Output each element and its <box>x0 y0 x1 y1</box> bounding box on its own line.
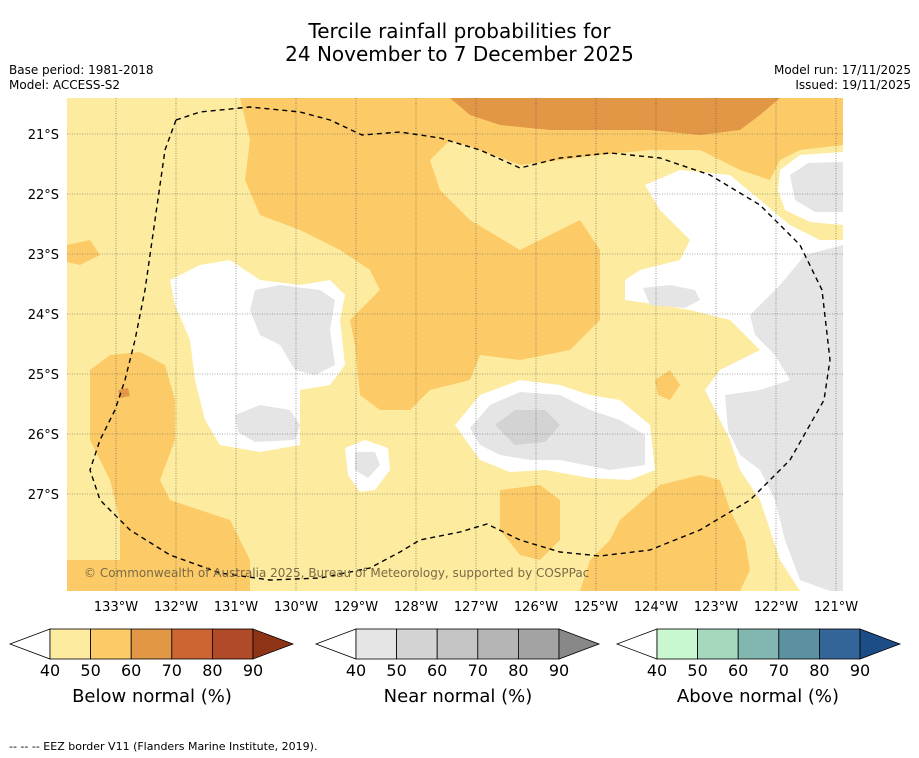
colorbar-tick-label: 80 <box>508 661 529 680</box>
colorbar-near-label: Near normal (%) <box>383 686 533 707</box>
copyright-notice: © Commonwealth of Australia 2025, Bureau… <box>84 566 589 580</box>
latitude-labels: 21°S 22°S 23°S 24°S 25°S 26°S 27°S <box>28 128 59 503</box>
colorbars <box>8 628 902 660</box>
lat-label: 27°S <box>28 488 59 503</box>
colorbar-tick-label: 60 <box>728 661 749 680</box>
field-below-50-east <box>655 370 680 400</box>
colorbar-segment <box>130 628 173 660</box>
colorbar-segment <box>211 628 254 660</box>
lat-label: 22°S <box>28 188 59 203</box>
lon-label: 131°W <box>214 600 258 615</box>
eez-border-line <box>89 106 831 581</box>
colorbar-tick-label: 90 <box>849 661 871 680</box>
field-below-60-north <box>450 98 780 135</box>
colorbar-extend-high <box>252 628 295 660</box>
colorbar-above-label: Above normal (%) <box>676 686 840 707</box>
chart-title-line2: 24 November to 7 December 2025 <box>285 42 634 66</box>
field-near-50-center <box>495 410 560 445</box>
lon-label: 133°W <box>94 600 138 615</box>
colorbar-tick-label: 90 <box>548 661 570 680</box>
colorbar-tick-label: 80 <box>202 661 223 680</box>
colorbar-segment <box>396 628 438 660</box>
colorbar-tick-label: 70 <box>768 661 789 680</box>
colorbar-tick-label: 50 <box>80 661 101 680</box>
colorbar-extend-low <box>8 628 51 660</box>
colorbar-tick-label: 40 <box>39 661 61 680</box>
colorbar-segment <box>477 628 519 660</box>
colorbar-segment <box>697 628 739 660</box>
lat-label: 24°S <box>28 308 59 323</box>
chart-title-line1: Tercile rainfall probabilities for <box>308 19 611 43</box>
field-near-40-west <box>250 285 335 375</box>
colorbar-tick-label: 90 <box>242 661 264 680</box>
field-near-40-small <box>355 452 380 478</box>
field-below-50-north <box>240 98 843 410</box>
colorbar-tick-label: 60 <box>427 661 448 680</box>
field-near-40-east2 <box>643 285 700 308</box>
lon-label: 125°W <box>574 600 618 615</box>
colorbar-below-label: Below normal (%) <box>72 686 232 707</box>
lon-label: 129°W <box>334 600 378 615</box>
field-below-50-west-edge <box>67 240 100 265</box>
lon-label: 130°W <box>274 600 318 615</box>
colorbar-segment <box>819 628 861 660</box>
colorbar-tick-label: 40 <box>646 661 668 680</box>
field-below-60-small <box>118 388 130 398</box>
colorbar-tick-label: 50 <box>386 661 407 680</box>
colorbar-extend-low <box>615 628 658 660</box>
colorbar-extend-high <box>859 628 902 660</box>
map-field: © Commonwealth of Australia 2025, Bureau… <box>67 98 843 591</box>
colorbar-segment <box>656 628 698 660</box>
colorbar-tick-label: 60 <box>121 661 142 680</box>
colorbar-extend-low <box>314 628 357 660</box>
colorbar-segment <box>49 628 91 660</box>
model-run: Model run: 17/11/2025 <box>773 63 911 77</box>
colorbar-segment <box>90 628 132 660</box>
graticule <box>67 98 843 591</box>
lat-label: 23°S <box>28 248 59 263</box>
field-near-40-east <box>725 245 843 591</box>
lon-label: 126°W <box>514 600 558 615</box>
colorbar-tick-label: 40 <box>345 661 367 680</box>
lon-label: 121°W <box>814 600 858 615</box>
eez-footnote: -- -- -- EEZ border V11 (Flanders Marine… <box>9 740 318 753</box>
colorbar-segment <box>518 628 560 660</box>
colorbar-segment <box>436 628 479 660</box>
lon-label: 122°W <box>754 600 798 615</box>
lat-label: 25°S <box>28 368 59 383</box>
colorbar-tick-label: 70 <box>467 661 488 680</box>
field-below-50-west <box>67 352 250 591</box>
issued-date: Issued: 19/11/2025 <box>795 78 911 92</box>
lon-label: 124°W <box>634 600 678 615</box>
lon-label: 132°W <box>154 600 198 615</box>
colorbar-segment <box>778 628 820 660</box>
colorbar-tick-label: 50 <box>687 661 708 680</box>
lat-label: 21°S <box>28 128 59 143</box>
colorbar-segment <box>737 628 780 660</box>
model-name: Model: ACCESS-S2 <box>9 78 121 92</box>
colorbar-segment <box>171 628 213 660</box>
base-period: Base period: 1981-2018 <box>9 63 154 77</box>
colorbar-tick-label: 70 <box>161 661 182 680</box>
lat-label: 26°S <box>28 428 59 443</box>
field-near-40-northeast <box>790 162 843 212</box>
colorbar-extend-high <box>558 628 601 660</box>
lon-label: 127°W <box>454 600 498 615</box>
field-below-50-south <box>500 485 560 560</box>
lon-label: 123°W <box>694 600 738 615</box>
colorbar-tick-label: 80 <box>809 661 830 680</box>
field-below-50-southeast <box>580 475 750 591</box>
field-near-40-west2 <box>235 405 300 442</box>
lon-label: 128°W <box>394 600 438 615</box>
colorbar-segment <box>355 628 397 660</box>
longitude-labels: 133°W 132°W 131°W 130°W 129°W 128°W 127°… <box>94 600 858 615</box>
